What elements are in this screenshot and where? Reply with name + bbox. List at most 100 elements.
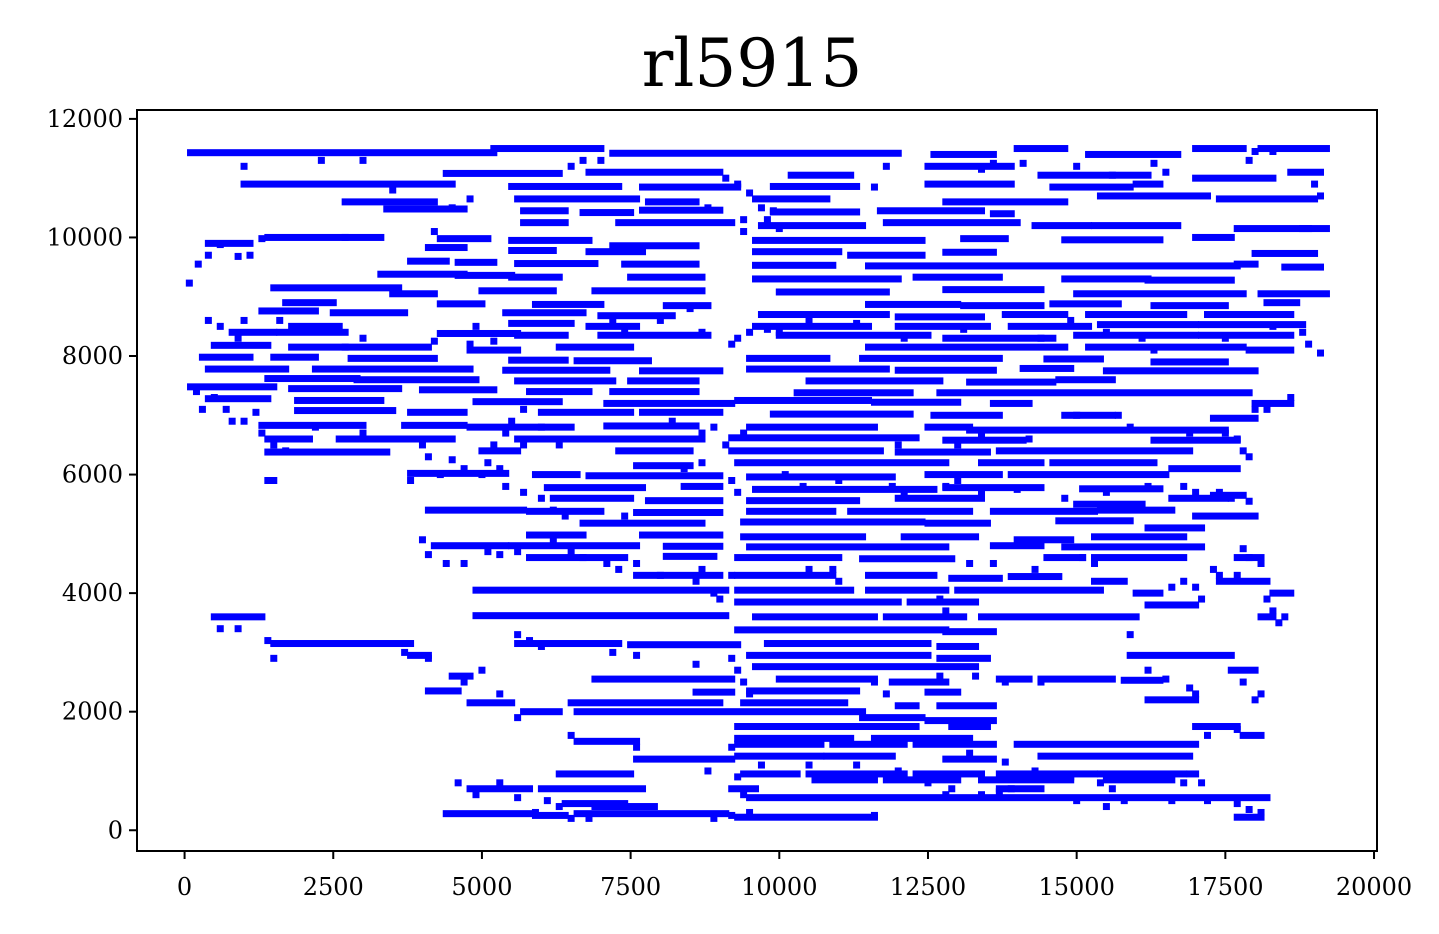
data-point-197 — [234, 625, 242, 633]
point-run-335 — [995, 785, 1045, 793]
data-point-13 — [466, 195, 474, 203]
point-run-27 — [1096, 192, 1212, 200]
point-run-58 — [847, 251, 926, 259]
point-run-278 — [407, 651, 432, 659]
point-run-83 — [1073, 290, 1247, 298]
point-run-43 — [1233, 225, 1313, 233]
point-run-213 — [746, 497, 861, 505]
point-run-46 — [341, 233, 385, 241]
data-point-89 — [424, 453, 432, 461]
data-point-215 — [972, 672, 980, 680]
data-point-126 — [502, 482, 510, 490]
point-run-14 — [1287, 168, 1325, 176]
data-point-91 — [460, 465, 468, 473]
point-run-189 — [478, 447, 522, 455]
data-point-256 — [543, 797, 551, 805]
point-run-260 — [1132, 589, 1164, 597]
point-run-64 — [621, 260, 700, 268]
data-point-43 — [234, 334, 242, 342]
point-run-0 — [187, 149, 498, 157]
point-run-323 — [805, 770, 908, 778]
data-point-188 — [1233, 571, 1241, 579]
x-tick-label-7500: 7500 — [600, 873, 661, 901]
point-run-148 — [627, 377, 700, 385]
point-run-245 — [734, 554, 843, 562]
data-point-258 — [567, 814, 575, 822]
point-run-186 — [942, 436, 1027, 444]
data-point-57 — [746, 328, 754, 336]
data-point-234 — [734, 773, 742, 781]
data-point-69 — [1150, 346, 1158, 354]
point-run-208 — [942, 484, 1045, 492]
point-run-216 — [1168, 494, 1229, 502]
point-run-313 — [829, 740, 908, 748]
data-point-5 — [246, 251, 254, 259]
point-run-287 — [888, 678, 950, 686]
data-point-127 — [520, 488, 528, 496]
point-run-253 — [1007, 573, 1063, 581]
point-run-217 — [424, 506, 528, 514]
point-run-147 — [514, 377, 617, 385]
data-point-73 — [1305, 340, 1313, 348]
point-run-162 — [603, 399, 736, 407]
data-point-149 — [1192, 488, 1200, 496]
data-point-44 — [240, 316, 248, 324]
point-run-4 — [1013, 145, 1069, 153]
point-run-171 — [769, 410, 914, 418]
point-run-300 — [936, 702, 997, 710]
point-run-85 — [282, 299, 337, 307]
point-run-233 — [900, 533, 980, 541]
data-point-128 — [537, 494, 545, 502]
point-run-112 — [276, 328, 349, 336]
point-run-308 — [734, 734, 855, 742]
data-point-20 — [757, 204, 765, 212]
data-point-162 — [579, 554, 587, 562]
x-tick-label-15000: 15000 — [1038, 873, 1114, 901]
data-point-36 — [1245, 156, 1253, 164]
point-run-202 — [746, 473, 896, 481]
point-run-102 — [1204, 311, 1295, 319]
data-point-249 — [1204, 731, 1212, 739]
data-point-86 — [311, 423, 319, 431]
data-point-169 — [710, 589, 718, 597]
point-run-145 — [264, 375, 361, 383]
point-run-75 — [1061, 275, 1152, 283]
x-axis: 0 2500 5000 7500 10000 12500 15000 17500 20000 — [177, 851, 1412, 901]
data-point-236 — [805, 761, 813, 769]
point-run-243 — [526, 554, 629, 562]
data-point-27 — [870, 183, 878, 191]
data-point-254 — [514, 794, 522, 802]
data-point-214 — [936, 672, 944, 680]
data-point-164 — [615, 565, 623, 573]
point-run-29 — [383, 205, 468, 213]
point-run-194 — [633, 462, 694, 470]
point-run-38 — [757, 222, 867, 230]
data-point-221 — [1186, 684, 1194, 692]
data-point-55 — [698, 328, 706, 336]
data-point-25 — [763, 216, 771, 224]
data-point-158 — [496, 551, 504, 559]
data-point-253 — [496, 779, 504, 787]
data-point-273 — [1204, 797, 1212, 805]
point-run-185 — [728, 434, 920, 442]
point-run-298 — [740, 699, 849, 707]
data-point-26 — [775, 225, 783, 233]
point-run-219 — [633, 509, 724, 517]
point-run-53 — [204, 239, 254, 247]
point-run-33 — [769, 208, 861, 216]
data-point-233 — [728, 743, 736, 751]
x-tick-label-2500: 2500 — [303, 873, 364, 901]
data-point-263 — [746, 808, 754, 816]
data-point-114 — [1233, 435, 1241, 443]
data-point-198 — [264, 637, 272, 645]
data-point-110 — [1114, 411, 1122, 419]
data-point-8 — [430, 228, 438, 236]
data-point-168 — [698, 565, 706, 573]
point-run-169 — [537, 408, 635, 416]
point-run-249 — [633, 571, 724, 579]
point-run-5 — [1085, 150, 1182, 158]
data-point-154 — [424, 551, 432, 559]
point-run-136 — [1150, 358, 1229, 366]
data-point-239 — [924, 779, 932, 787]
point-run-167 — [294, 407, 397, 415]
